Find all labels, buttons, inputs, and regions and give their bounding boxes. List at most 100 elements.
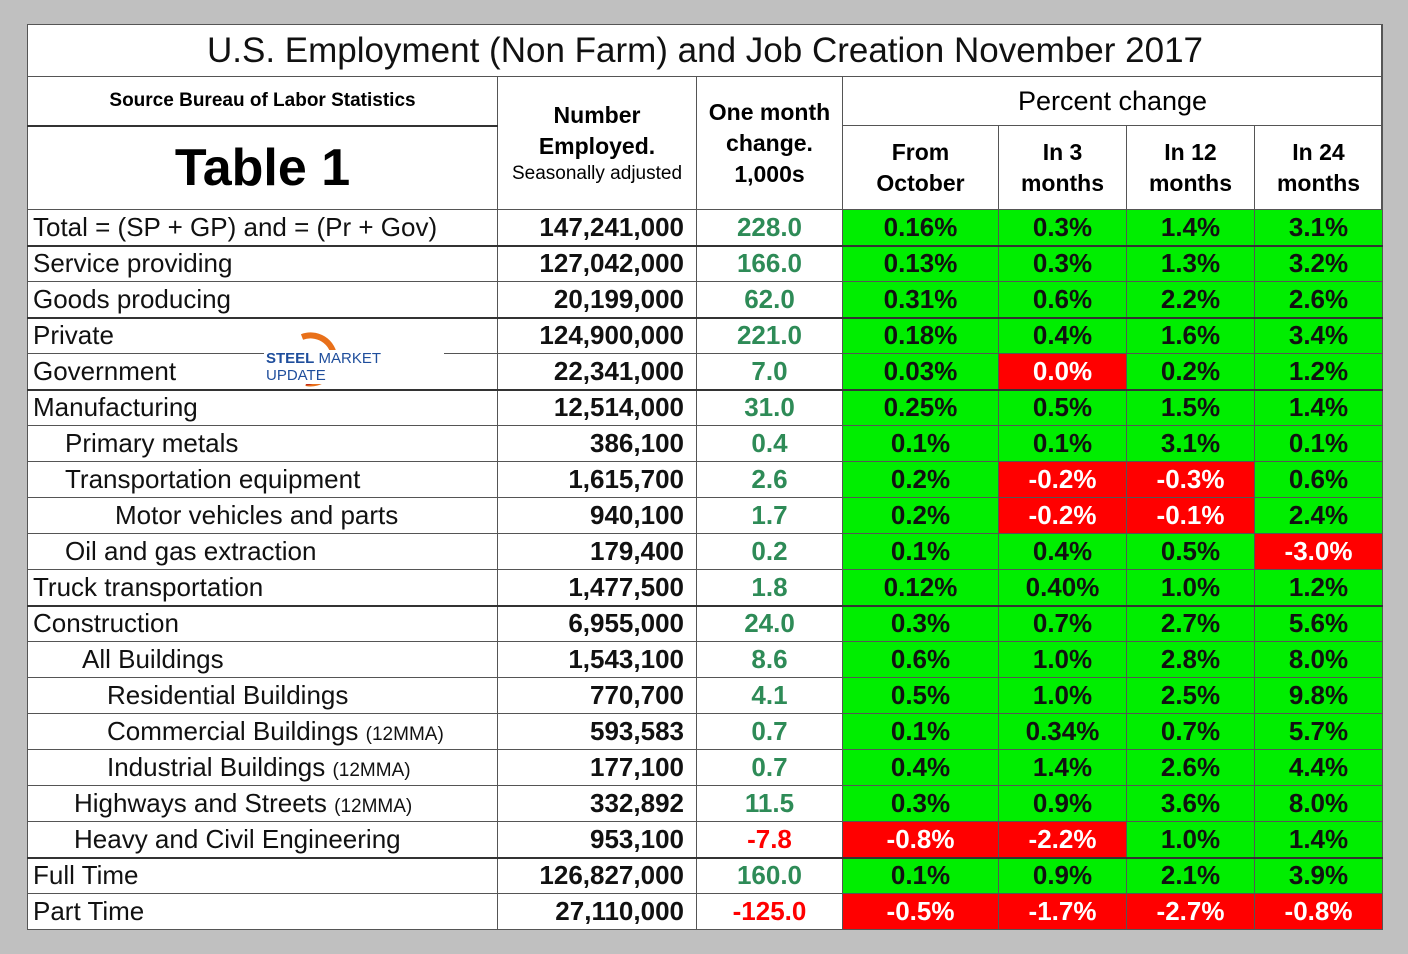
header-text: In 3 xyxy=(1042,138,1083,165)
table-row: Commercial Buildings (12MMA) 593,583 0.7 0.… xyxy=(27,713,1384,750)
24-month-pct-cell: 4.4% xyxy=(1253,749,1384,786)
number-employed-cell: 6,955,000 xyxy=(497,605,697,642)
3-month-pct-cell: 0.9% xyxy=(998,857,1127,894)
row-label-text: Oil and gas extraction xyxy=(65,536,317,566)
from-october-pct-cell: 0.5% xyxy=(842,677,999,714)
3-month-pct-cell: -0.2% xyxy=(998,497,1127,534)
number-employed-cell: 177,100 xyxy=(497,749,697,786)
3-month-pct-cell: 0.40% xyxy=(998,569,1127,607)
24-month-pct-cell: 1.2% xyxy=(1253,569,1384,607)
row-label: Heavy and Civil Engineering xyxy=(27,821,498,859)
3-month-pct-cell: 0.7% xyxy=(998,605,1127,642)
3-month-pct-cell: 1.4% xyxy=(998,749,1127,786)
row-label: Service providing xyxy=(27,245,498,282)
one-month-change-cell: 228.0 xyxy=(696,209,843,247)
header-3-months: In 3 months xyxy=(998,125,1127,210)
number-employed-cell: 332,892 xyxy=(497,785,697,822)
header-from-october: From October xyxy=(842,125,999,210)
table-row: Service providing 127,042,000 166.0 0.13% 0.… xyxy=(27,245,1384,282)
3-month-pct-cell: 1.0% xyxy=(998,641,1127,678)
24-month-pct-cell: 0.1% xyxy=(1253,425,1384,462)
table-row: Construction 6,955,000 24.0 0.3% 0.7% 2.7% 5.6… xyxy=(27,605,1384,642)
number-employed-cell: 124,900,000 xyxy=(497,317,697,354)
12-month-pct-cell: 1.0% xyxy=(1126,569,1255,607)
row-label-note: (12MMA) xyxy=(334,796,413,817)
table-row: Truck transportation 1,477,500 1.8 0.12% 0.4… xyxy=(27,569,1384,607)
row-label: Construction xyxy=(27,605,498,642)
table-row: Heavy and Civil Engineering 953,100 -7.8 -0… xyxy=(27,821,1384,859)
row-label-text: Goods producing xyxy=(33,283,232,314)
table-row: Full Time 126,827,000 160.0 0.1% 0.9% 2.1% 3.9… xyxy=(27,857,1384,894)
12-month-pct-cell: -0.3% xyxy=(1126,461,1255,498)
header-subtext: Seasonally adjusted xyxy=(511,163,683,184)
one-month-change-cell: 0.7 xyxy=(696,749,843,786)
24-month-pct-cell: 3.2% xyxy=(1253,245,1384,282)
row-label-note: (12MMA) xyxy=(332,760,411,781)
24-month-pct-cell: 2.4% xyxy=(1253,497,1384,534)
table-row: Goods producing 20,199,000 62.0 0.31% 0.6% 2.… xyxy=(27,281,1384,319)
24-month-pct-cell: 1.4% xyxy=(1253,821,1384,859)
header-text: Employed. xyxy=(538,133,656,159)
row-label: Primary metals xyxy=(27,425,498,462)
table-row: Private 124,900,000 221.0 0.18% 0.4% 1.6% 3.4% xyxy=(27,317,1384,354)
row-label: Goods producing xyxy=(27,281,498,319)
row-label: Full Time xyxy=(27,857,498,894)
number-employed-cell: 20,199,000 xyxy=(497,281,697,319)
row-label: Transportation equipment xyxy=(27,461,498,498)
row-label-text: All Buildings xyxy=(82,644,224,674)
one-month-change-cell: 221.0 xyxy=(696,317,843,354)
row-label-text: Private xyxy=(33,320,114,351)
3-month-pct-cell: 0.3% xyxy=(998,209,1127,247)
header-text: In 24 xyxy=(1292,138,1345,165)
12-month-pct-cell: 3.1% xyxy=(1126,425,1255,462)
24-month-pct-cell: 1.2% xyxy=(1253,353,1384,391)
row-label: Highways and Streets (12MMA) xyxy=(27,785,498,822)
24-month-pct-cell: 5.7% xyxy=(1253,713,1384,750)
one-month-change-cell: 8.6 xyxy=(696,641,843,678)
row-label-text: Highways and Streets xyxy=(74,788,327,818)
one-month-change-cell: 31.0 xyxy=(696,389,843,426)
12-month-pct-cell: -2.7% xyxy=(1126,893,1255,930)
number-employed-cell: 953,100 xyxy=(497,821,697,859)
one-month-change-cell: 1.8 xyxy=(696,569,843,607)
row-label: Industrial Buildings (12MMA) xyxy=(27,749,498,786)
12-month-pct-cell: 1.4% xyxy=(1126,209,1255,247)
3-month-pct-cell: 0.3% xyxy=(998,245,1127,282)
3-month-pct-cell: 0.5% xyxy=(998,389,1127,426)
row-label-text: Service providing xyxy=(33,248,233,279)
row-label: Oil and gas extraction xyxy=(27,533,498,570)
row-label: Manufacturing xyxy=(27,389,498,426)
one-month-change-cell: 11.5 xyxy=(696,785,843,822)
number-employed-cell: 179,400 xyxy=(497,533,697,570)
header-percent-change: Percent change xyxy=(841,76,1384,126)
table-row: Transportation equipment 1,615,700 2.6 0.2%… xyxy=(27,461,1384,498)
number-employed-cell: 27,110,000 xyxy=(497,893,697,930)
table-row: Manufacturing 12,514,000 31.0 0.25% 0.5% 1.5%… xyxy=(27,389,1384,426)
from-october-pct-cell: 0.1% xyxy=(842,713,999,750)
one-month-change-cell: 0.7 xyxy=(696,713,843,750)
24-month-pct-cell: -3.0% xyxy=(1253,533,1384,570)
24-month-pct-cell: 2.6% xyxy=(1253,281,1384,319)
from-october-pct-cell: 0.13% xyxy=(842,245,999,282)
one-month-change-cell: 1.7 xyxy=(696,497,843,534)
12-month-pct-cell: 2.5% xyxy=(1126,677,1255,714)
12-month-pct-cell: 1.6% xyxy=(1126,317,1255,354)
row-label-text: Transportation equipment xyxy=(65,464,361,494)
24-month-pct-cell: 3.1% xyxy=(1253,209,1384,247)
12-month-pct-cell: 2.7% xyxy=(1126,605,1255,642)
header-text: In 12 xyxy=(1164,138,1217,165)
number-employed-cell: 940,100 xyxy=(497,497,697,534)
24-month-pct-cell: 9.8% xyxy=(1253,677,1384,714)
12-month-pct-cell: 2.1% xyxy=(1126,857,1255,894)
number-employed-cell: 386,100 xyxy=(497,425,697,462)
table-title: U.S. Employment (Non Farm) and Job Creat… xyxy=(26,24,1384,77)
header-text: months xyxy=(1020,169,1105,196)
table-row: Part Time 27,110,000 -125.0 -0.5% -1.7% -2.7%… xyxy=(27,893,1384,930)
24-month-pct-cell: 8.0% xyxy=(1253,641,1384,678)
row-label-text: Truck transportation xyxy=(33,571,264,602)
header-text: months xyxy=(1148,169,1233,196)
from-october-pct-cell: -0.8% xyxy=(842,821,999,859)
row-label-text: Government xyxy=(33,355,177,386)
from-october-pct-cell: 0.1% xyxy=(842,425,999,462)
header-number-employed: Number Employed. Seasonally adjusted xyxy=(497,76,697,210)
